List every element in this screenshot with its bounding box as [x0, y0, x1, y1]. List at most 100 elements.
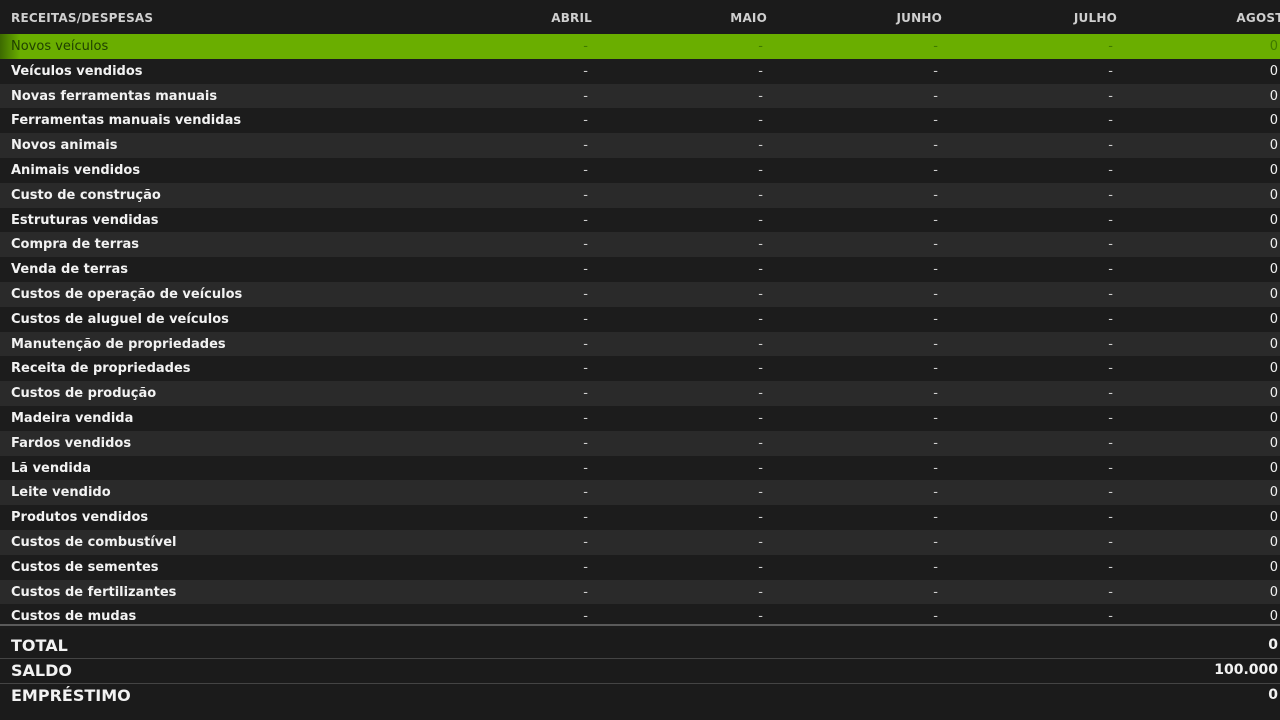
table-row[interactable]: Ferramentas manuais vendidas - - - - 0: [0, 108, 1280, 134]
row-value-maio: -: [758, 138, 763, 154]
row-value-abril: -: [583, 535, 588, 550]
table-row[interactable]: Novos animais - - - - 0: [0, 133, 1280, 159]
row-value-maio: -: [758, 212, 763, 228]
row-value-junho: -: [933, 163, 938, 178]
row-value-abril: -: [583, 63, 588, 79]
row-value-junho: -: [933, 386, 938, 402]
saldo-label: SALDO: [11, 661, 72, 680]
row-value-agosto: 0: [1269, 287, 1278, 302]
table-row[interactable]: Novos veículos - - - - 0: [0, 34, 1280, 59]
table-row[interactable]: Custos de produção - - - - 0: [0, 381, 1280, 407]
table-row[interactable]: Custos de fertilizantes - - - - 0: [0, 579, 1280, 605]
row-value-abril: -: [583, 163, 588, 178]
table-row[interactable]: Produtos vendidos - - - - 0: [0, 505, 1280, 531]
header-month: ABRIL: [551, 11, 592, 25]
table-header: RECEITAS/DESPESAS ABRIL MAIO JUNHO JULHO…: [0, 0, 1280, 34]
emprestimo-row: EMPRÉSTIMO 0: [0, 683, 1280, 708]
row-label: Custos de combustível: [11, 535, 177, 550]
row-value-agosto: 0: [1269, 584, 1278, 600]
row-value-abril: -: [583, 311, 588, 327]
row-value-junho: -: [933, 584, 938, 600]
row-value-agosto: 0: [1269, 88, 1278, 104]
table-row[interactable]: Custos de operação de veículos - - - - 0: [0, 282, 1280, 307]
total-label: TOTAL: [11, 636, 68, 655]
row-value-agosto: 0: [1269, 559, 1278, 575]
table-row[interactable]: Animais vendidos - - - - 0: [0, 158, 1280, 183]
row-label: Custos de mudas: [11, 609, 137, 625]
row-value-maio: -: [758, 361, 763, 377]
row-label: Estruturas vendidas: [11, 212, 159, 228]
row-value-junho: -: [933, 510, 938, 526]
row-label: Custos de fertilizantes: [11, 584, 177, 600]
row-value-abril: -: [583, 485, 588, 501]
row-value-junho: -: [933, 460, 938, 476]
row-value-maio: -: [758, 237, 763, 253]
row-label: Ferramentas manuais vendidas: [11, 113, 242, 129]
row-value-junho: -: [933, 262, 938, 278]
table-row[interactable]: Venda de terras - - - - 0: [0, 257, 1280, 283]
row-value-julho: -: [1108, 510, 1113, 526]
row-value-abril: -: [583, 411, 588, 426]
row-value-agosto: 0: [1269, 336, 1278, 352]
table-row[interactable]: Novas ferramentas manuais - - - - 0: [0, 83, 1280, 109]
row-value-julho: -: [1108, 163, 1113, 178]
table-row[interactable]: Manutenção de propriedades - - - - 0: [0, 331, 1280, 357]
table-row[interactable]: Veículos vendidos - - - - 0: [0, 58, 1280, 84]
row-value-julho: -: [1108, 237, 1113, 253]
header-month: JUNHO: [896, 11, 942, 25]
row-value-julho: -: [1108, 361, 1113, 377]
row-label: Lã vendida: [11, 460, 91, 476]
row-value-julho: -: [1108, 485, 1113, 501]
row-value-julho: -: [1108, 39, 1113, 54]
row-value-julho: -: [1108, 584, 1113, 600]
row-label: Madeira vendida: [11, 411, 134, 426]
row-value-abril: -: [583, 237, 588, 253]
table-row[interactable]: Madeira vendida - - - - 0: [0, 406, 1280, 431]
row-label: Novas ferramentas manuais: [11, 88, 218, 104]
row-value-agosto: 0: [1269, 460, 1278, 476]
row-value-abril: -: [583, 113, 588, 129]
table-row[interactable]: Compra de terras - - - - 0: [0, 232, 1280, 258]
row-label: Animais vendidos: [11, 163, 141, 178]
table-row[interactable]: Custo de construção - - - - 0: [0, 182, 1280, 208]
row-value-julho: -: [1108, 386, 1113, 402]
row-label: Leite vendido: [11, 485, 111, 501]
table-row[interactable]: Custos de aluguel de veículos - - - - 0: [0, 306, 1280, 332]
table-row[interactable]: Custos de combustível - - - - 0: [0, 530, 1280, 555]
row-label: Novos veículos: [11, 39, 109, 54]
table-row[interactable]: Leite vendido - - - - 0: [0, 480, 1280, 506]
row-value-abril: -: [583, 460, 588, 476]
row-label: Produtos vendidos: [11, 510, 149, 526]
row-label: Custos de operação de veículos: [11, 287, 243, 302]
row-value-abril: -: [583, 435, 588, 451]
row-value-abril: -: [583, 336, 588, 352]
row-value-julho: -: [1108, 609, 1113, 625]
table-row[interactable]: Lã vendida - - - - 0: [0, 455, 1280, 481]
row-value-agosto: 0: [1269, 535, 1278, 550]
row-value-agosto: 0: [1269, 361, 1278, 377]
row-value-agosto: 0: [1269, 138, 1278, 154]
row-value-abril: -: [583, 510, 588, 526]
emprestimo-label: EMPRÉSTIMO: [11, 686, 131, 705]
table-row[interactable]: Custos de sementes - - - - 0: [0, 554, 1280, 580]
row-label: Manutenção de propriedades: [11, 336, 226, 352]
row-label: Custos de sementes: [11, 559, 159, 575]
row-value-abril: -: [583, 609, 588, 625]
row-value-junho: -: [933, 138, 938, 154]
row-value-agosto: 0: [1269, 510, 1278, 526]
row-value-maio: -: [758, 386, 763, 402]
row-value-maio: -: [758, 88, 763, 104]
row-label: Fardos vendidos: [11, 435, 132, 451]
row-label: Custos de produção: [11, 386, 157, 402]
row-value-maio: -: [758, 485, 763, 501]
header-category: RECEITAS/DESPESAS: [11, 11, 154, 25]
row-value-maio: -: [758, 39, 763, 54]
table-row[interactable]: Fardos vendidos - - - - 0: [0, 430, 1280, 456]
row-value-julho: -: [1108, 435, 1113, 451]
divider: [0, 683, 1280, 684]
header-month: MAIO: [730, 11, 767, 25]
row-value-abril: -: [583, 361, 588, 377]
row-value-junho: -: [933, 237, 938, 253]
table-row[interactable]: Receita de propriedades - - - - 0: [0, 356, 1280, 382]
table-row[interactable]: Estruturas vendidas - - - - 0: [0, 207, 1280, 233]
